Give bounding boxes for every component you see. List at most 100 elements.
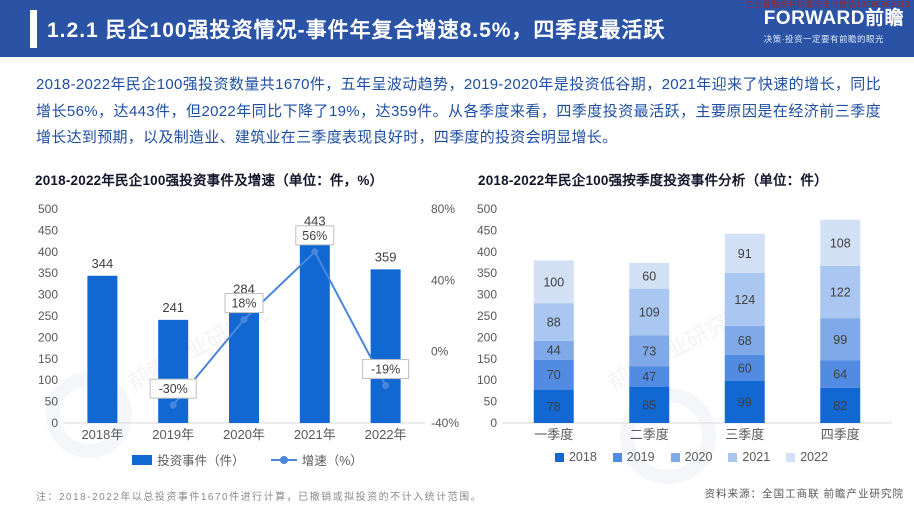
- y-axis-tick: 350: [477, 266, 497, 280]
- segment-value-label: 124: [734, 293, 755, 307]
- growth-line-point: [311, 248, 319, 256]
- y-axis-tick-left: 450: [38, 223, 58, 237]
- y-axis-tick-left: 350: [38, 266, 58, 280]
- stack-segment-2020-三季度: [724, 325, 765, 355]
- y-axis-tick: 500: [477, 202, 497, 216]
- legend-label: 2021: [742, 450, 771, 464]
- segment-value-label: 99: [833, 333, 847, 347]
- stack-segment-2019-三季度: [724, 354, 765, 381]
- title-accent-bar: [30, 10, 37, 48]
- legend-label: 2020: [684, 450, 713, 464]
- legend-label: 增速（%）: [301, 454, 363, 468]
- bar-2018年: [87, 275, 118, 423]
- segment-value-label: 88: [547, 315, 561, 329]
- legend-item-bars: 投资事件（件）: [132, 450, 245, 469]
- bar-value-label: 284: [233, 281, 255, 296]
- bar-line-chart: 0 50 100 150 200 250 300 350 400 450 500 -40% 0% 40% 8…: [38, 202, 459, 442]
- growth-label-box: [295, 225, 335, 246]
- legend-item-2020: 2020: [670, 450, 713, 464]
- legend-item-2019: 2019: [612, 450, 655, 464]
- segment-value-label: 60: [738, 361, 752, 375]
- y-axis-tick-left: 300: [38, 288, 58, 302]
- y-axis-tick-left: 500: [38, 202, 58, 216]
- legend-quarterly: 2018 2019 2020 2021 2022: [478, 450, 905, 464]
- x-axis-label: 一季度: [534, 427, 573, 442]
- legend-swatch: [786, 452, 796, 462]
- forward-logo: FORWARD前瞻 决策·投资一定要有前瞻的眼光: [763, 8, 904, 45]
- legend-item-2021: 2021: [728, 450, 770, 464]
- stack-segment-2021-一季度: [533, 303, 574, 341]
- bar-value-label: 344: [92, 256, 114, 271]
- stack-segment-2021-二季度: [629, 288, 670, 336]
- segment-value-label: 100: [543, 275, 564, 289]
- y-axis-tick: 150: [477, 352, 497, 366]
- stack-segment-2018-三季度: [724, 380, 765, 423]
- y-axis-tick-right: 0%: [431, 345, 449, 359]
- chart-title-events-growth: 2018-2022年民企100强投资事件及增速（单位：件，%）: [35, 173, 384, 188]
- growth-line-point: [240, 316, 248, 324]
- segment-value-label: 60: [642, 269, 656, 283]
- y-axis-tick: 250: [477, 309, 497, 323]
- header-banner: 企业投融资并购需求全时微信13389996113 1.2.1 民企100强投资情…: [0, 0, 914, 57]
- summary-paragraph: 2018-2022年民企100强投资数量共1670件，五年呈波动趋势，2019-…: [36, 76, 881, 147]
- segment-value-label: 85: [642, 398, 656, 412]
- x-axis-label: 三季度: [725, 427, 764, 442]
- y-axis-tick: 450: [477, 223, 497, 237]
- legend-swatch: [670, 452, 680, 462]
- logo-tagline: 决策·投资一定要有前瞻的眼光: [763, 33, 885, 44]
- growth-label-box: [224, 293, 264, 314]
- y-axis-tick-left: 0: [51, 416, 58, 430]
- segment-value-label: 73: [642, 344, 656, 358]
- stacked-bar-chart: 0 50 100 150 200 250 300 350 400 450 500 78 70 44 88 10…: [477, 202, 892, 442]
- x-axis-label: 2019年: [152, 427, 194, 442]
- segment-value-label: 70: [547, 368, 561, 382]
- y-axis-tick: 300: [477, 288, 497, 302]
- growth-line-point: [382, 382, 390, 390]
- segment-value-label: 44: [547, 344, 561, 358]
- growth-label-box: [149, 378, 197, 399]
- legend-swatch: [554, 452, 564, 462]
- segment-value-label: 78: [547, 400, 561, 414]
- stack-segment-2019-二季度: [629, 366, 670, 387]
- y-axis-tick-left: 100: [38, 373, 58, 387]
- legend-swatch-bar: [132, 454, 153, 465]
- stack-segment-2020-二季度: [629, 335, 670, 367]
- y-axis-tick-left: 150: [38, 352, 58, 366]
- legend-item-line: 增速（%）: [270, 450, 363, 469]
- segment-value-label: 99: [738, 395, 752, 409]
- segment-value-label: 109: [639, 305, 660, 319]
- segment-value-label: 91: [738, 247, 752, 261]
- y-axis-tick: 100: [477, 373, 497, 387]
- growth-label: -19%: [371, 363, 400, 377]
- x-axis-label: 2020年: [223, 427, 265, 442]
- chart-title-quarterly: 2018-2022年民企100强按季度投资事件分析（单位：件）: [478, 173, 828, 188]
- stack-segment-2020-四季度: [820, 318, 861, 361]
- y-axis-tick-right: 80%: [431, 202, 455, 216]
- growth-label: 56%: [302, 229, 327, 243]
- y-axis-tick-right: -40%: [431, 416, 459, 430]
- stack-segment-2019-一季度: [533, 359, 574, 390]
- legend-label: 2019: [626, 450, 655, 464]
- stack-segment-2021-四季度: [820, 265, 861, 319]
- stack-segment-2021-三季度: [724, 272, 765, 326]
- bar-2022年: [370, 269, 401, 423]
- stack-segment-2022-二季度: [629, 262, 670, 289]
- segment-value-label: 68: [738, 334, 752, 348]
- y-axis-tick: 200: [477, 330, 497, 344]
- growth-line: [172, 250, 387, 406]
- segment-value-label: 82: [833, 399, 847, 413]
- legend-label: 投资事件（件）: [157, 454, 245, 468]
- legend-item-2022: 2022: [786, 450, 828, 464]
- legend-item-2018: 2018: [554, 450, 597, 464]
- x-axis-label: 四季度: [821, 427, 860, 442]
- growth-line-point: [169, 401, 177, 409]
- bar-2021年: [299, 233, 330, 423]
- y-axis-tick-left: 200: [38, 330, 58, 344]
- logo-text: FORWARD前瞻: [763, 8, 904, 29]
- stack-segment-2018-一季度: [533, 389, 574, 423]
- growth-label: 18%: [231, 297, 256, 311]
- legend-label: 2022: [800, 450, 829, 464]
- bar-value-label: 241: [162, 300, 184, 315]
- bar-value-label: 359: [375, 249, 397, 264]
- stack-segment-2018-二季度: [629, 386, 670, 423]
